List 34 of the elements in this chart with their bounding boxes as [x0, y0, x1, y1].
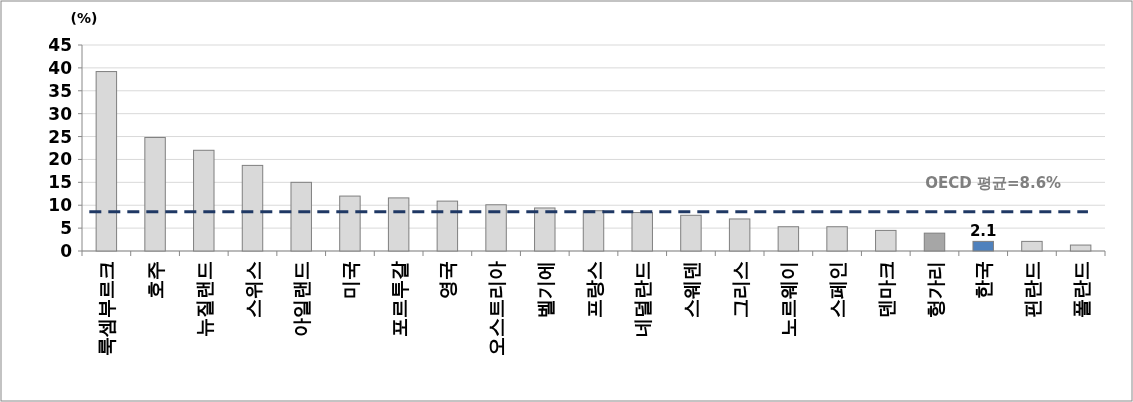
x-tick-label: 프랑스 — [582, 261, 605, 318]
y-tick-label: 0 — [60, 241, 73, 261]
x-tick-label: 스위스 — [241, 261, 264, 318]
x-tick-label: 헝가리 — [923, 261, 946, 318]
y-tick-label: 40 — [48, 57, 73, 78]
x-tick-label: 노르웨이 — [777, 261, 800, 337]
x-tick-label: 폴란드 — [1069, 261, 1092, 318]
x-tick-label: 포르투갈 — [387, 261, 410, 337]
x-tick-label: 한국 — [972, 261, 995, 299]
x-tick-label: 덴마크 — [874, 261, 897, 318]
y-tick-label: 20 — [48, 149, 73, 170]
y-tick-label: 45 — [48, 35, 72, 55]
x-tick-label: 오스트리아 — [485, 261, 508, 356]
x-tick-label: 그리스 — [728, 261, 751, 318]
x-tick-label: 호주 — [144, 261, 167, 299]
y-axis-title: (%) — [70, 10, 98, 26]
y-tick-label: 15 — [48, 172, 72, 193]
y-tick-label: 30 — [48, 103, 73, 124]
x-tick-label: 스웨덴 — [679, 261, 702, 318]
data-label: 2.1 — [969, 222, 997, 241]
y-tick-label: 35 — [48, 80, 72, 101]
x-tick-label: 미국 — [338, 261, 361, 299]
x-tick-label: 아일랜드 — [290, 261, 313, 337]
x-tick-label: 벨기에 — [533, 261, 556, 318]
y-tick-label: 5 — [60, 218, 72, 239]
x-tick-label: 뉴질랜드 — [192, 261, 215, 337]
x-tick-label: 네덜란드 — [631, 261, 654, 337]
x-tick-label: 스페인 — [826, 261, 849, 318]
x-tick-label: 핀란드 — [1020, 261, 1043, 318]
x-tick-label: 룩셈부르크 — [95, 261, 118, 356]
ref-line-label: OECD 평균=8.6% — [925, 173, 1062, 192]
x-tick-label: 영국 — [436, 261, 459, 299]
y-tick-label: 25 — [48, 126, 72, 147]
y-tick-label: 10 — [48, 195, 73, 216]
